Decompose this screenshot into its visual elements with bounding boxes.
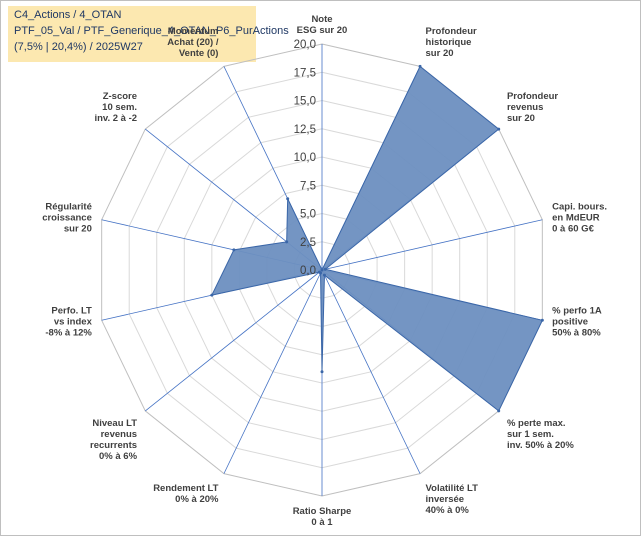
tick-label-6: 15,0 — [294, 96, 316, 108]
series-point-0 — [320, 268, 324, 272]
spoke-8 — [223, 269, 323, 474]
axis-label-0: Note ESG sur 20 — [297, 14, 348, 36]
spoke-6 — [321, 269, 421, 474]
series-point-10 — [210, 293, 214, 297]
axis-label-11: Régularité croissance sur 20 — [42, 201, 92, 234]
radar-axis-labels: Note ESG sur 20 Profondeur historique sur 20… — [42, 14, 607, 528]
axis-label-13: Momentum Achat (20) / Vente (0) — [167, 26, 219, 59]
axis-label-7: Ratio Sharpe 0 à 1 — [293, 506, 352, 528]
series-point-2 — [497, 127, 501, 131]
spoke-3 — [321, 219, 543, 271]
tick-label-1: 2,5 — [300, 237, 316, 249]
series-point-3 — [323, 267, 327, 271]
series-area — [210, 65, 544, 412]
axis-label-1: Profondeur historique sur 20 — [426, 26, 477, 59]
series-point-1 — [418, 64, 422, 68]
radar-tick-labels: 0,0 2,5 5,0 7,5 10,0 12,5 15,0 17,5 20,0 — [294, 39, 316, 277]
title-line-2: PTF_05_Val / PTF_Generique_4_OTAN_P6_Pur… — [14, 25, 289, 37]
axis-label-8: Rendement LT 0% à 20% — [153, 483, 219, 505]
tick-label-4: 10,0 — [294, 152, 316, 164]
axis-label-10: Perfo. LT vs index -8% à 12% — [45, 306, 92, 339]
tick-label-5: 12,5 — [294, 124, 316, 136]
radar-series — [210, 64, 544, 413]
axis-label-12: Z-score 10 sem. inv. 2 à -2 — [94, 91, 137, 124]
title-line-3: (7,5% | 20,4%) / 2025W27 — [14, 41, 143, 53]
series-point-6 — [322, 273, 326, 277]
series-point-4 — [540, 318, 544, 322]
axis-label-4: % perfo 1A positive 50% à 80% — [552, 306, 602, 339]
chart-title-box: C4_Actions / 4_OTAN PTF_05_Val / PTF_Gen… — [8, 6, 289, 62]
tick-label-7: 17,5 — [294, 67, 316, 79]
series-point-7 — [320, 370, 324, 374]
tick-label-8: 20,0 — [294, 39, 316, 51]
title-line-1: C4_Actions / 4_OTAN — [14, 9, 122, 21]
tick-label-0: 0,0 — [300, 265, 316, 277]
axis-label-5: % perte max. sur 1 sem. inv. 50% à 20% — [507, 418, 574, 451]
spoke-9 — [145, 269, 323, 412]
series-point-9 — [317, 270, 321, 274]
tick-label-3: 7,5 — [300, 180, 316, 192]
axis-label-2: Profondeur revenus sur 20 — [507, 91, 558, 124]
axis-label-6: Volatilité LT inversée 40% à 0% — [426, 483, 479, 516]
axis-label-3: Capi. bours. en MdEUR 0 à 60 G€ — [552, 201, 607, 234]
series-point-13 — [286, 197, 290, 201]
axis-label-9: Niveau LT revenus recurrents 0% à 6% — [90, 418, 138, 462]
series-point-11 — [232, 248, 236, 252]
tick-label-2: 5,0 — [300, 209, 316, 221]
series-point-5 — [497, 409, 501, 413]
series-point-12 — [285, 240, 289, 244]
